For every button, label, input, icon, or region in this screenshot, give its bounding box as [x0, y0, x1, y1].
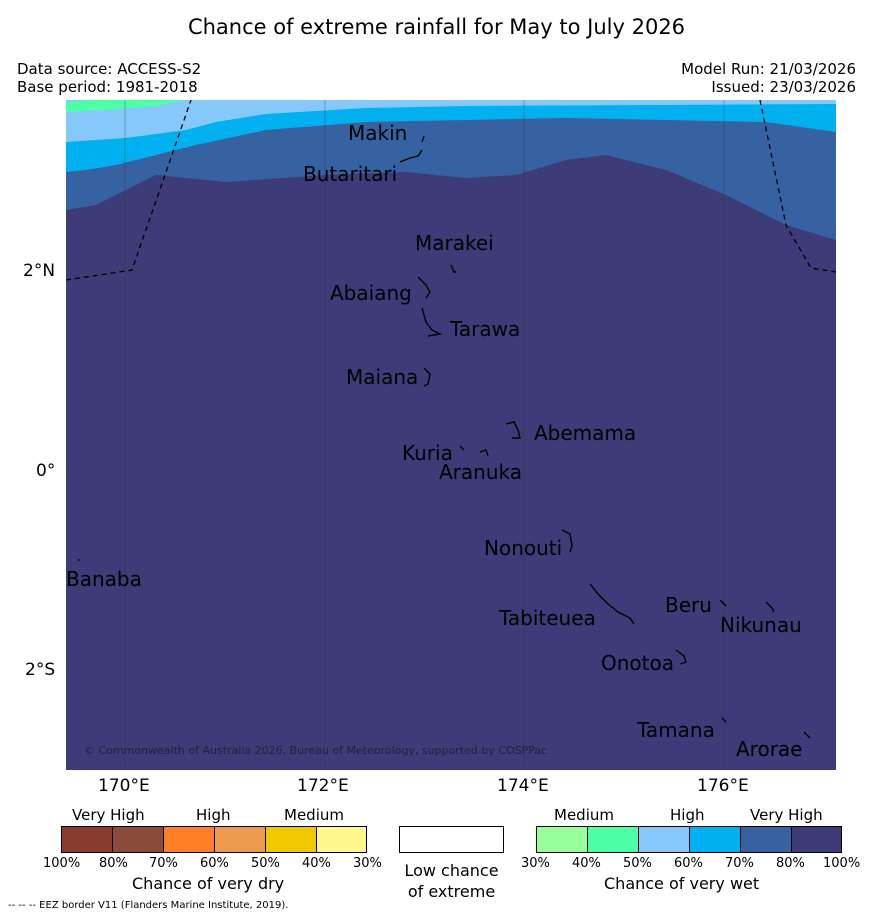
data-info: Data source: ACCESS-S2 Base period: 1981…: [17, 60, 201, 96]
eez-border: [66, 100, 836, 281]
place-label: Tamana: [636, 718, 715, 742]
island-kuria: [459, 445, 465, 451]
place-label: Kuria: [402, 441, 453, 465]
place-label: Nikunau: [720, 613, 802, 637]
island-nikunau: [765, 601, 775, 613]
wet-tick: 40%: [572, 856, 601, 871]
dry-tick: 50%: [251, 856, 280, 871]
place-label: Tarawa: [449, 317, 520, 341]
lon-tick: 176°E: [697, 776, 749, 796]
zone-40-50-wet: [66, 100, 186, 112]
zone-very-high-wet: [66, 100, 836, 770]
zone-70-80-wet: [66, 100, 836, 240]
data-source: Data source: ACCESS-S2: [17, 60, 202, 78]
page-title: Chance of extreme rainfall for May to Ju…: [187, 15, 686, 39]
dry-tick: 80%: [99, 856, 128, 871]
lon-tick: 170°E: [98, 776, 150, 796]
wet-swatch-60-70: [689, 826, 741, 853]
island-abaiang: [417, 276, 431, 299]
dry-swatch-100-80: [61, 826, 113, 853]
dry-swatch-70-60: [163, 826, 215, 853]
wet-legend-title: Chance of very wet: [604, 874, 760, 893]
place-label: Banaba: [66, 567, 142, 591]
wet-category-high: High: [670, 806, 705, 824]
wet-swatch-70-80: [740, 826, 792, 853]
model-run: Model Run: 21/03/2026: [681, 60, 856, 78]
island-tabiteuea: [589, 583, 635, 625]
wet-swatch-50-60: [638, 826, 690, 853]
lat-tick: 2°N: [23, 261, 56, 281]
lon-tick: 174°E: [497, 776, 549, 796]
low-chance-swatch: [399, 826, 504, 853]
issued-date: Issued: 23/03/2026: [711, 78, 856, 96]
wet-category-medium: Medium: [554, 806, 614, 824]
island-tamana: [721, 717, 727, 723]
dry-swatch-60-50: [214, 826, 266, 853]
wet-tick: 30%: [521, 856, 550, 871]
lat-tick: 2°S: [25, 660, 56, 680]
dry-swatch-80-70: [112, 826, 164, 853]
island-aranuka: [479, 449, 489, 457]
island-maiana: [423, 367, 431, 387]
island-butaritari: [399, 149, 423, 163]
low-chance-label: Low chance of extreme: [399, 860, 504, 902]
base-period: Base period: 1981-2018: [17, 78, 198, 96]
place-label: Abaiang: [330, 281, 412, 305]
wet-swatch-30-40: [536, 826, 588, 853]
lat-tick: 0°: [36, 461, 56, 481]
place-label: Onotoa: [601, 651, 674, 675]
copyright-watermark: © Commonwealth of Australia 2026, Bureau…: [84, 744, 547, 757]
island-tarawa: [421, 307, 443, 337]
wet-swatch-80-100: [791, 826, 842, 853]
wet-swatch-40-50: [587, 826, 639, 853]
place-label: Nonouti: [484, 536, 562, 560]
place-label: Maiana: [346, 365, 418, 389]
dry-category-very-high: Very High: [72, 806, 145, 824]
place-label: Abemama: [534, 421, 636, 445]
eez-footnote: -- -- -- EEZ border V11 (Flanders Marine…: [8, 900, 289, 911]
wet-tick: 70%: [725, 856, 754, 871]
wet-tick: 100%: [823, 856, 861, 871]
dry-tick: 40%: [302, 856, 331, 871]
island-abemama: [505, 421, 521, 439]
graticule: [66, 100, 836, 770]
dry-swatch-40-30: [316, 826, 367, 853]
dry-category-medium: Medium: [284, 806, 344, 824]
dry-legend-title: Chance of very dry: [132, 874, 285, 893]
dry-tick: 60%: [200, 856, 229, 871]
place-label: Arorae: [736, 737, 802, 761]
islands: [78, 135, 811, 739]
dry-swatch-50-40: [265, 826, 317, 853]
place-label: Aranuka: [439, 460, 522, 484]
island-onotoa: [675, 649, 687, 665]
lon-tick: 172°E: [297, 776, 349, 796]
place-label: Tabiteuea: [498, 606, 596, 630]
wet-tick: 50%: [623, 856, 652, 871]
dry-tick: 100%: [43, 856, 81, 871]
wet-tick: 80%: [776, 856, 805, 871]
dry-tick: 30%: [353, 856, 382, 871]
island-marakei: [450, 264, 456, 273]
zone-40-50-wet-edge: [66, 100, 91, 102]
dry-category-high: High: [196, 806, 231, 824]
place-label: Makin: [348, 121, 407, 145]
place-label: Marakei: [415, 231, 494, 255]
place-label: Butaritari: [303, 162, 397, 186]
island-makin: [421, 135, 425, 143]
island-beru: [719, 599, 727, 607]
dry-tick: 70%: [149, 856, 178, 871]
zone-50-60-wet: [66, 100, 836, 142]
wet-category-very-high: Very High: [750, 806, 823, 824]
wet-tick: 60%: [674, 856, 703, 871]
low-chance-line: of extreme: [407, 882, 496, 901]
rainfall-map: Makin Butaritari Marakei Abaiang Tarawa …: [66, 100, 836, 770]
place-label: Beru: [665, 593, 712, 617]
island-arorae: [803, 731, 811, 739]
island-nonouti: [561, 529, 573, 553]
run-info: Model Run: 21/03/2026 Issued: 23/03/2026: [681, 60, 856, 96]
low-chance-line: Low chance: [404, 861, 499, 880]
zone-60-70-wet: [66, 100, 836, 172]
